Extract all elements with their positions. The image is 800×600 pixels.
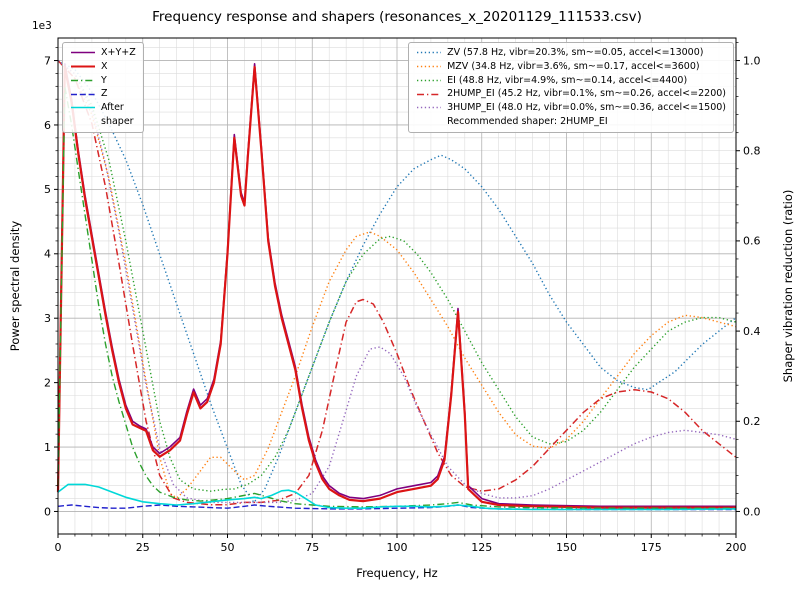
legend-label: Y bbox=[101, 74, 107, 86]
svg-text:5: 5 bbox=[44, 183, 51, 196]
svg-text:0.8: 0.8 bbox=[743, 145, 761, 158]
legend-item-x: X bbox=[70, 60, 136, 74]
legend-label: 2HUMP_EI (45.2 Hz, vibr=0.1%, sm~=0.26, … bbox=[447, 88, 726, 100]
legend-item-mzv: MZV (34.8 Hz, vibr=3.6%, sm~=0.17, accel… bbox=[416, 60, 726, 74]
svg-text:0.6: 0.6 bbox=[743, 235, 761, 248]
svg-text:2: 2 bbox=[44, 376, 51, 389]
svg-text:75: 75 bbox=[305, 541, 319, 554]
svg-text:200: 200 bbox=[726, 541, 747, 554]
svg-text:7: 7 bbox=[44, 54, 51, 67]
svg-text:1.0: 1.0 bbox=[743, 54, 761, 67]
svg-text:25: 25 bbox=[136, 541, 150, 554]
line-sample-icon bbox=[70, 102, 96, 113]
svg-text:50: 50 bbox=[221, 541, 235, 554]
line-sample-icon bbox=[70, 75, 96, 86]
line-sample-icon bbox=[70, 47, 96, 58]
legend-label: Z bbox=[101, 88, 108, 100]
legend-label: After shaper bbox=[101, 102, 134, 127]
legend-item-after-shaper: After shaper bbox=[70, 101, 136, 129]
line-sample-icon bbox=[70, 61, 96, 72]
legend-label: X bbox=[101, 60, 108, 72]
legend-label: ZV (57.8 Hz, vibr=20.3%, sm~=0.05, accel… bbox=[447, 47, 704, 58]
chart-title: Frequency response and shapers (resonanc… bbox=[152, 9, 642, 25]
left-axis-multiplier: 1e3 bbox=[32, 20, 52, 32]
x-axis-label: Frequency, Hz bbox=[356, 566, 438, 580]
legend-item-z: Z bbox=[70, 87, 136, 101]
svg-text:0: 0 bbox=[55, 541, 62, 554]
svg-text:1: 1 bbox=[44, 441, 51, 454]
psd-legend: X+Y+Z X Y Z After shaper bbox=[62, 42, 144, 133]
line-sample-icon bbox=[70, 89, 96, 100]
legend-item-zv: ZV (57.8 Hz, vibr=20.3%, sm~=0.05, accel… bbox=[416, 46, 726, 60]
recommended-shaper-note: Recommended shaper: 2HUMP_EI bbox=[447, 115, 608, 127]
left-y-axis-label: Power spectral density bbox=[8, 220, 22, 352]
line-sample-icon bbox=[416, 47, 442, 58]
line-sample-icon bbox=[416, 75, 442, 86]
line-sample-icon bbox=[416, 61, 442, 72]
legend-label: 3HUMP_EI (48.0 Hz, vibr=0.0%, sm~=0.36, … bbox=[447, 102, 726, 114]
svg-text:0.0: 0.0 bbox=[743, 505, 761, 518]
legend-item-xyz: X+Y+Z bbox=[70, 46, 136, 60]
legend-item-3hump-ei: 3HUMP_EI (48.0 Hz, vibr=0.0%, sm~=0.36, … bbox=[416, 101, 726, 115]
svg-text:100: 100 bbox=[387, 541, 408, 554]
legend-label: EI (48.8 Hz, vibr=4.9%, sm~=0.14, accel<… bbox=[447, 74, 688, 86]
legend-label: X+Y+Z bbox=[101, 47, 136, 58]
legend-label: MZV (34.8 Hz, vibr=3.6%, sm~=0.17, accel… bbox=[447, 60, 700, 72]
svg-text:0.2: 0.2 bbox=[743, 415, 761, 428]
svg-text:3: 3 bbox=[44, 312, 51, 325]
legend-item-ei: EI (48.8 Hz, vibr=4.9%, sm~=0.14, accel<… bbox=[416, 74, 726, 88]
svg-text:6: 6 bbox=[44, 119, 51, 132]
line-sample-icon bbox=[416, 102, 442, 113]
right-y-axis-label: Shaper vibration reduction (ratio) bbox=[781, 189, 795, 383]
svg-text:4: 4 bbox=[44, 248, 51, 261]
svg-text:0: 0 bbox=[44, 505, 51, 518]
svg-text:150: 150 bbox=[556, 541, 577, 554]
svg-text:175: 175 bbox=[641, 541, 662, 554]
shaper-legend: ZV (57.8 Hz, vibr=20.3%, sm~=0.05, accel… bbox=[408, 42, 734, 133]
line-sample-icon bbox=[416, 89, 442, 100]
svg-text:125: 125 bbox=[471, 541, 492, 554]
svg-text:0.4: 0.4 bbox=[743, 325, 761, 338]
legend-item-2hump-ei: 2HUMP_EI (45.2 Hz, vibr=0.1%, sm~=0.26, … bbox=[416, 87, 726, 101]
legend-item-y: Y bbox=[70, 74, 136, 88]
